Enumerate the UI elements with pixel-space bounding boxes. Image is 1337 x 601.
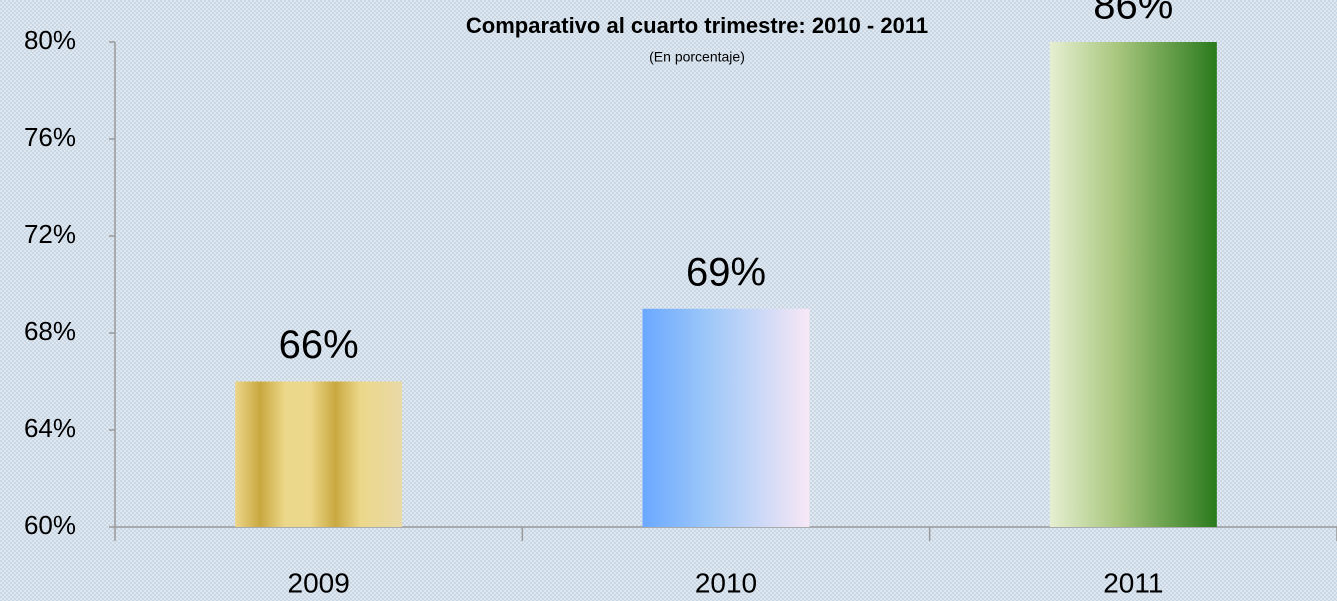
x-tick-label: 2009 [288, 567, 350, 598]
bar [642, 308, 810, 527]
x-tick-label: 2011 [1103, 567, 1163, 598]
plot-area [235, 42, 1217, 527]
data-label: 66% [279, 323, 359, 367]
y-tick-label: 60% [24, 510, 76, 540]
chart-title: Comparativo al cuarto trimestre: 2010 - … [466, 13, 928, 38]
chart-subtitle: (En porcentaje) [649, 49, 745, 65]
y-tick-label: 72% [24, 219, 76, 249]
y-tick-label: 76% [24, 122, 76, 152]
y-tick-label: 80% [24, 25, 76, 55]
y-tick-label: 64% [24, 413, 76, 443]
bar [235, 381, 403, 527]
x-tick-label: 2010 [695, 567, 757, 598]
data-label: 69% [686, 250, 766, 294]
data-label: 86% [1093, 0, 1173, 28]
bar [1049, 42, 1217, 527]
y-tick-label: 68% [24, 316, 76, 346]
